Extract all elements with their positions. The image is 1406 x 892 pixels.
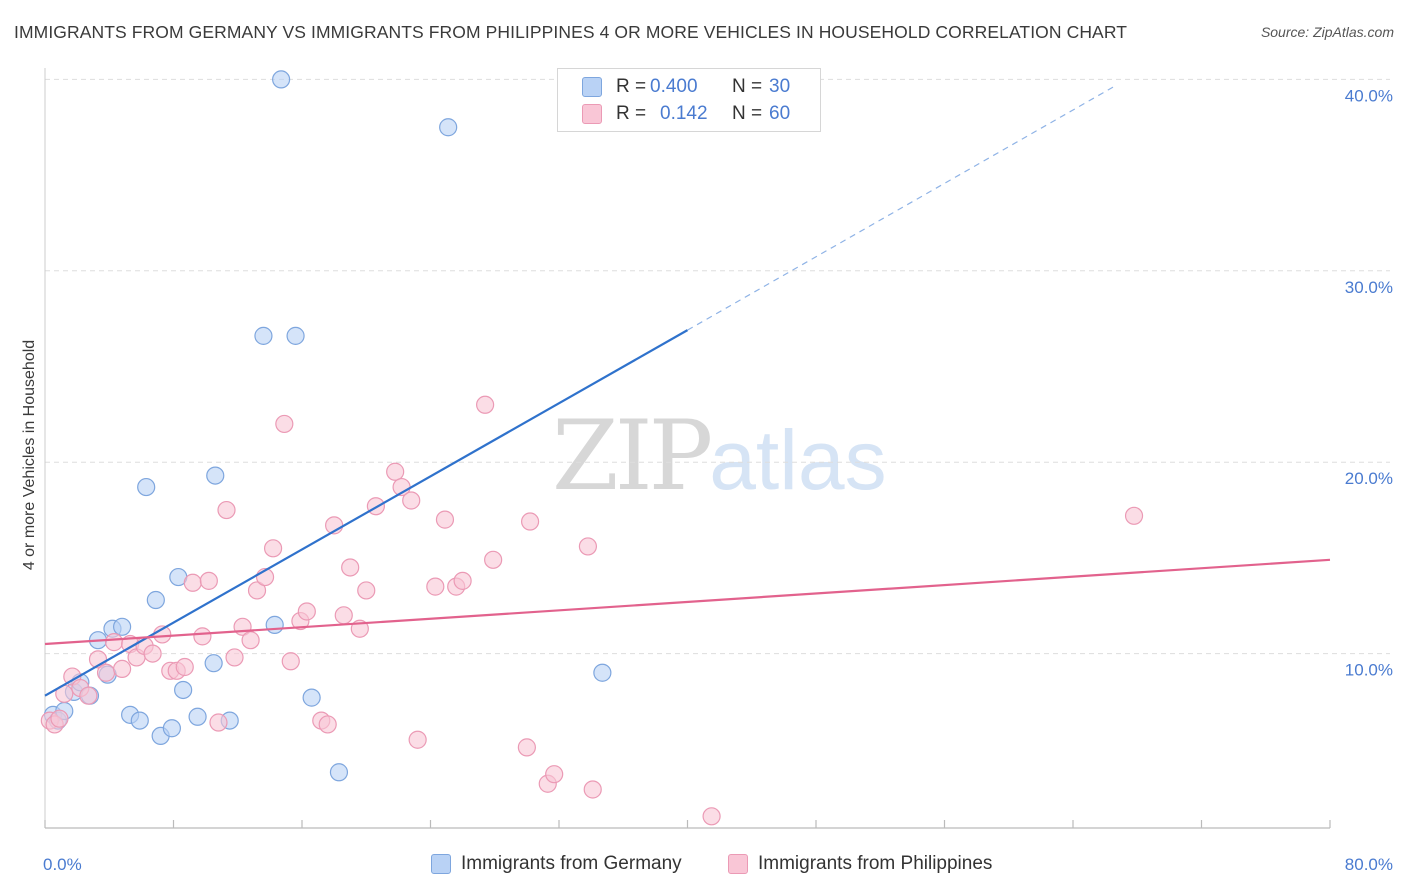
philippines-point: [583, 780, 602, 799]
philippines-point: [334, 606, 353, 625]
philippines-point: [484, 550, 503, 569]
philippines-point: [79, 686, 98, 705]
philippines-point: [357, 581, 376, 600]
philippines-point: [435, 510, 455, 529]
philippines-point: [578, 537, 598, 556]
germany-point: [188, 707, 207, 726]
source-label: Source: ZipAtlas.com: [1260, 24, 1394, 40]
germany-r-value: 0.400: [650, 76, 698, 97]
germany-trend-extension: [687, 86, 1114, 331]
philippines-point: [199, 571, 218, 590]
germany-point: [286, 326, 305, 345]
germany-r-label: R =: [616, 76, 647, 97]
philippines-n-value: 60: [769, 103, 791, 124]
germany-trend-line: [44, 329, 689, 697]
legend-philippines-label: Immigrants from Philippines: [758, 853, 993, 874]
stats-box: R = 0.400 N = 30 R = 0.142 N = 60: [557, 68, 821, 132]
philippines-point: [297, 602, 316, 621]
philippines-point: [263, 539, 283, 558]
germany-point: [112, 617, 132, 636]
germany-point: [137, 477, 156, 497]
germany-n-label: N =: [732, 76, 763, 97]
germany-point: [174, 680, 193, 700]
watermark-zip: ZIP: [552, 400, 713, 512]
germany-point: [206, 466, 225, 485]
philippines-swatch: [582, 104, 602, 124]
philippines-point: [241, 631, 260, 650]
legend-germany-label: Immigrants from Germany: [461, 853, 682, 874]
philippines-point: [247, 581, 267, 600]
philippines-point: [193, 627, 212, 646]
philippines-r-label: R =: [616, 103, 647, 124]
y-tick-label: 10.0%: [1345, 661, 1393, 680]
philippines-point: [217, 500, 236, 520]
philippines-point: [702, 807, 721, 826]
philippines-point: [175, 657, 194, 677]
philippines-point: [209, 713, 228, 732]
philippines-point: [143, 644, 162, 663]
philippines-point: [426, 577, 445, 596]
y-tick-label: 30.0%: [1345, 278, 1393, 297]
philippines-point: [341, 558, 360, 577]
germany-point: [439, 118, 458, 137]
philippines-point: [225, 648, 244, 667]
philippines-point: [281, 652, 300, 671]
watermark-atlas: atlas: [709, 413, 887, 507]
philippines-point: [520, 512, 540, 531]
philippines-point: [517, 738, 536, 757]
germany-point: [265, 615, 284, 634]
germany-n-value: 30: [769, 76, 791, 97]
y-tick-label: 40.0%: [1345, 86, 1393, 105]
germany-point: [302, 688, 321, 707]
philippines-point: [476, 395, 495, 414]
germany-point: [130, 711, 149, 730]
philippines-trend-line: [44, 558, 1331, 646]
x-tick-label-max: 80.0%: [1345, 855, 1393, 874]
germany-point: [254, 326, 273, 345]
legend-germany-swatch: [431, 854, 451, 874]
philippines-point: [386, 462, 405, 481]
philippines-point: [545, 765, 564, 784]
chart-title: IMMIGRANTS FROM GERMANY VS IMMIGRANTS FR…: [14, 22, 1128, 42]
philippines-point: [50, 709, 69, 728]
philippines-point: [96, 663, 116, 682]
germany-point: [204, 654, 223, 673]
philippines-point: [112, 659, 132, 679]
watermark: ZIPatlas: [552, 400, 887, 512]
philippines-point: [408, 730, 427, 749]
germany-point: [162, 719, 181, 738]
philippines-n-label: N =: [732, 103, 763, 124]
philippines-r-value: 0.142: [660, 103, 708, 124]
germany-point: [329, 763, 349, 782]
germany-point: [146, 590, 165, 610]
y-tick-label: 20.0%: [1345, 469, 1393, 488]
germany-swatch: [582, 77, 602, 97]
philippines-point: [318, 715, 337, 734]
philippines-point: [453, 571, 472, 590]
philippines-point: [183, 573, 202, 592]
philippines-point: [275, 414, 294, 434]
legend-philippines-swatch: [728, 854, 748, 874]
x-tick-label-min: 0.0%: [43, 855, 82, 874]
germany-point: [593, 663, 612, 682]
philippines-point: [402, 491, 421, 510]
philippines-point: [104, 633, 124, 652]
philippines-point: [1124, 506, 1144, 525]
germany-point: [272, 70, 291, 89]
